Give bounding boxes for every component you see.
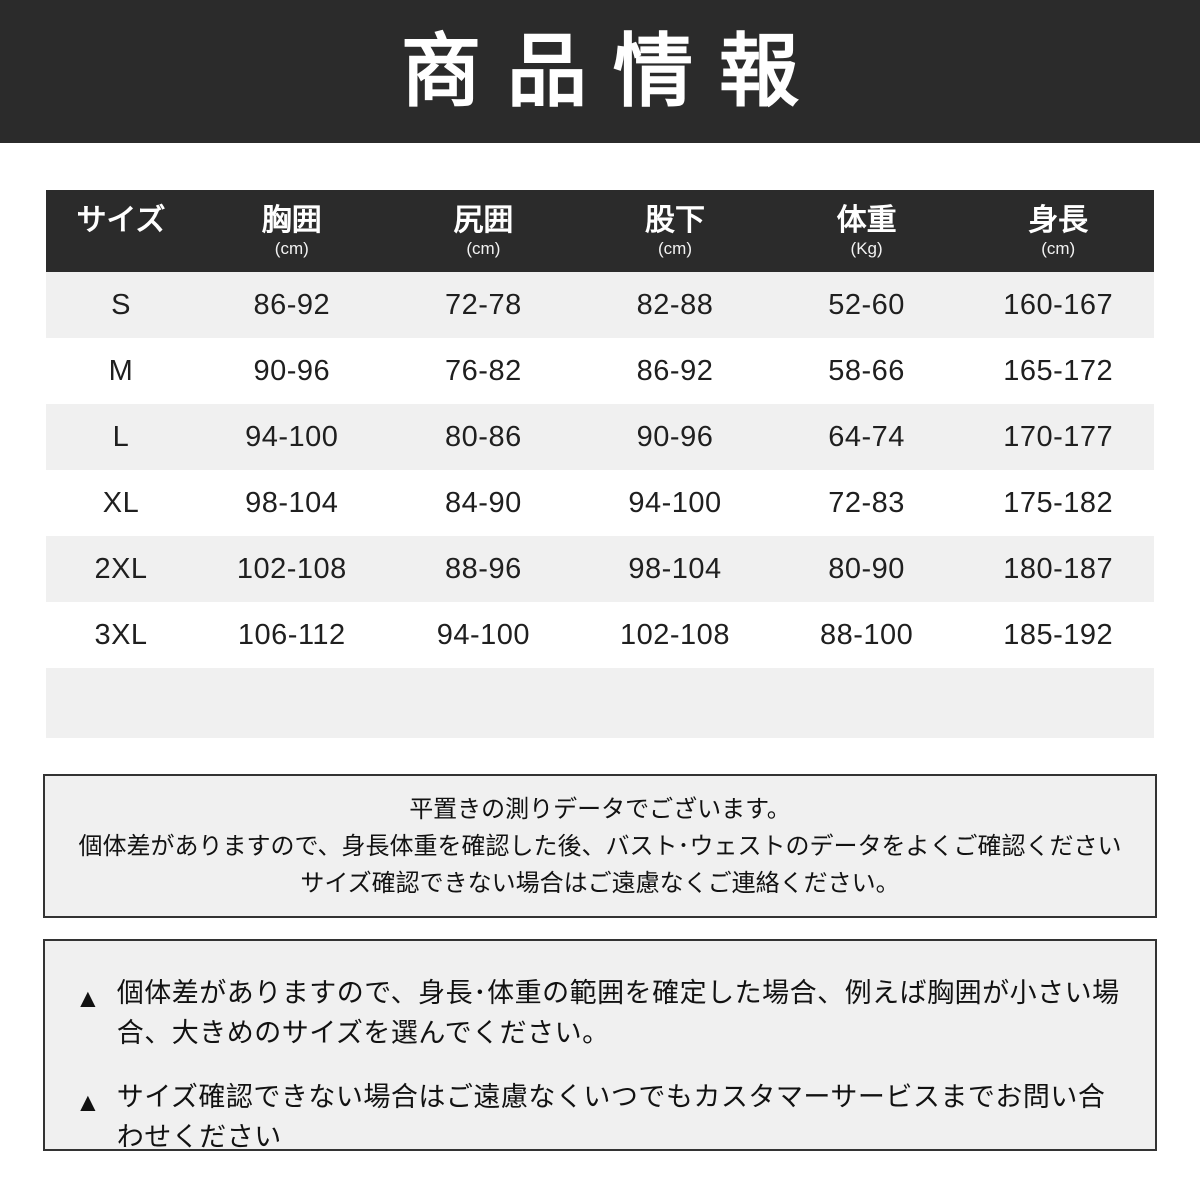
column-label: 尻囲 [453,203,514,237]
cell-weight: 58-66 [828,354,905,387]
warnings-box: ▲ 個体差がありますので、身長･体重の範囲を確定した場合、例えば胸囲が小さい場合… [43,939,1157,1152]
measurement-note-box: 平置きの測りデータでございます。 個体差がありますので、身長体重を確認した後、バ… [43,774,1157,918]
warning-item: ▲ 個体差がありますので、身長･体重の範囲を確定した場合、例えば胸囲が小さい場合… [75,973,1123,1053]
cell-size: L [112,420,130,453]
cell-inseam: 98-104 [628,552,722,585]
cell-size: 3XL [94,618,148,651]
column-unit: (cm) [1041,238,1076,258]
table-row-2xl: 2XL 102-108 88-96 98-104 80-90 180-187 [46,536,1154,602]
cell-height: 170-177 [1003,420,1114,453]
cell-weight: 80-90 [828,552,905,585]
table-row-empty [46,668,1154,738]
column-header-chest: 胸囲 (cm) [196,190,388,272]
cell-chest: 102-108 [236,552,347,585]
cell-inseam: 102-108 [620,618,730,651]
column-label: サイズ [76,203,166,237]
cell-weight: 72-83 [828,486,905,519]
cell-height: 185-192 [1003,618,1114,651]
cell-chest: 86-92 [253,288,331,321]
warning-text: サイズ確認できない場合はご遠慮なくいつでもカスタマーサービスまでお問い合わせくだ… [116,1082,1106,1152]
column-header-weight: 体重 (Kg) [771,190,963,272]
cell-weight: 52-60 [828,288,905,321]
note-line: サイズ確認できない場合はご遠慮なくご連絡ください。 [300,869,900,897]
cell-inseam: 82-88 [636,288,714,321]
cell-height: 165-172 [1003,354,1114,387]
cell-inseam: 94-100 [628,486,722,519]
cell-height: 180-187 [1003,552,1114,585]
cell-size: 2XL [94,552,148,585]
cell-weight: 88-100 [819,618,914,651]
column-unit: (Kg) [850,238,883,258]
table-row-xl: XL 98-104 84-90 94-100 72-83 175-182 [46,470,1154,536]
column-header-height: 身長 (cm) [962,190,1154,272]
warning-triangle-icon: ▲ [75,983,101,1013]
cell-chest: 98-104 [245,486,339,519]
column-unit: (cm) [274,238,309,258]
cell-hip: 84-90 [445,486,522,519]
page-header-banner: 商品情報 [0,0,1200,143]
page-title: 商品情報 [401,26,825,116]
note-line: 個体差がありますので、身長体重を確認した後、バスト･ウェストのデータをよくご確認… [78,832,1122,860]
column-unit: (cm) [466,238,501,258]
table-row-l: L 94-100 80-86 90-96 64-74 170-177 [46,404,1154,470]
column-header-hip: 尻囲 (cm) [388,190,580,272]
column-label: 体重 [836,203,897,237]
warning-triangle-icon: ▲ [75,1087,101,1117]
cell-hip: 76-82 [445,354,522,387]
size-chart-table: サイズ 胸囲 (cm) 尻囲 (cm) 股下 (cm) 体重 (Kg) 身長 (… [46,190,1154,738]
cell-inseam: 90-96 [636,420,714,453]
table-row-m: M 90-96 76-82 86-92 58-66 165-172 [46,338,1154,404]
column-label: 身長 [1028,203,1089,237]
cell-height: 160-167 [1003,288,1114,321]
column-header-inseam: 股下 (cm) [579,190,771,272]
cell-hip: 80-86 [445,420,522,453]
cell-hip: 88-96 [445,552,522,585]
cell-chest: 90-96 [253,354,331,387]
column-header-size: サイズ [46,190,196,272]
table-row-s: S 86-92 72-78 82-88 52-60 160-167 [46,272,1154,338]
note-line: 平置きの測りデータでございます。 [409,795,791,823]
cell-hip: 72-78 [445,288,522,321]
cell-hip: 94-100 [436,618,531,651]
cell-chest: 106-112 [237,618,346,651]
cell-inseam: 86-92 [636,354,714,387]
cell-weight: 64-74 [828,420,905,453]
column-label: 股下 [644,203,705,237]
column-label: 胸囲 [261,203,322,237]
warning-item: ▲ サイズ確認できない場合はご遠慮なくいつでもカスタマーサービスまでお問い合わせ… [75,1077,1123,1157]
table-row-3xl: 3XL 106-112 94-100 102-108 88-100 185-19… [46,602,1154,668]
cell-size: XL [102,486,140,519]
table-header-row: サイズ 胸囲 (cm) 尻囲 (cm) 股下 (cm) 体重 (Kg) 身長 (… [46,190,1154,272]
warning-text: 個体差がありますので、身長･体重の範囲を確定した場合、例えば胸囲が小さい場合、大… [116,978,1120,1048]
cell-height: 175-182 [1003,486,1114,519]
column-unit: (cm) [658,238,692,258]
cell-size: S [111,288,131,321]
cell-size: M [108,354,134,387]
cell-chest: 94-100 [245,420,339,453]
